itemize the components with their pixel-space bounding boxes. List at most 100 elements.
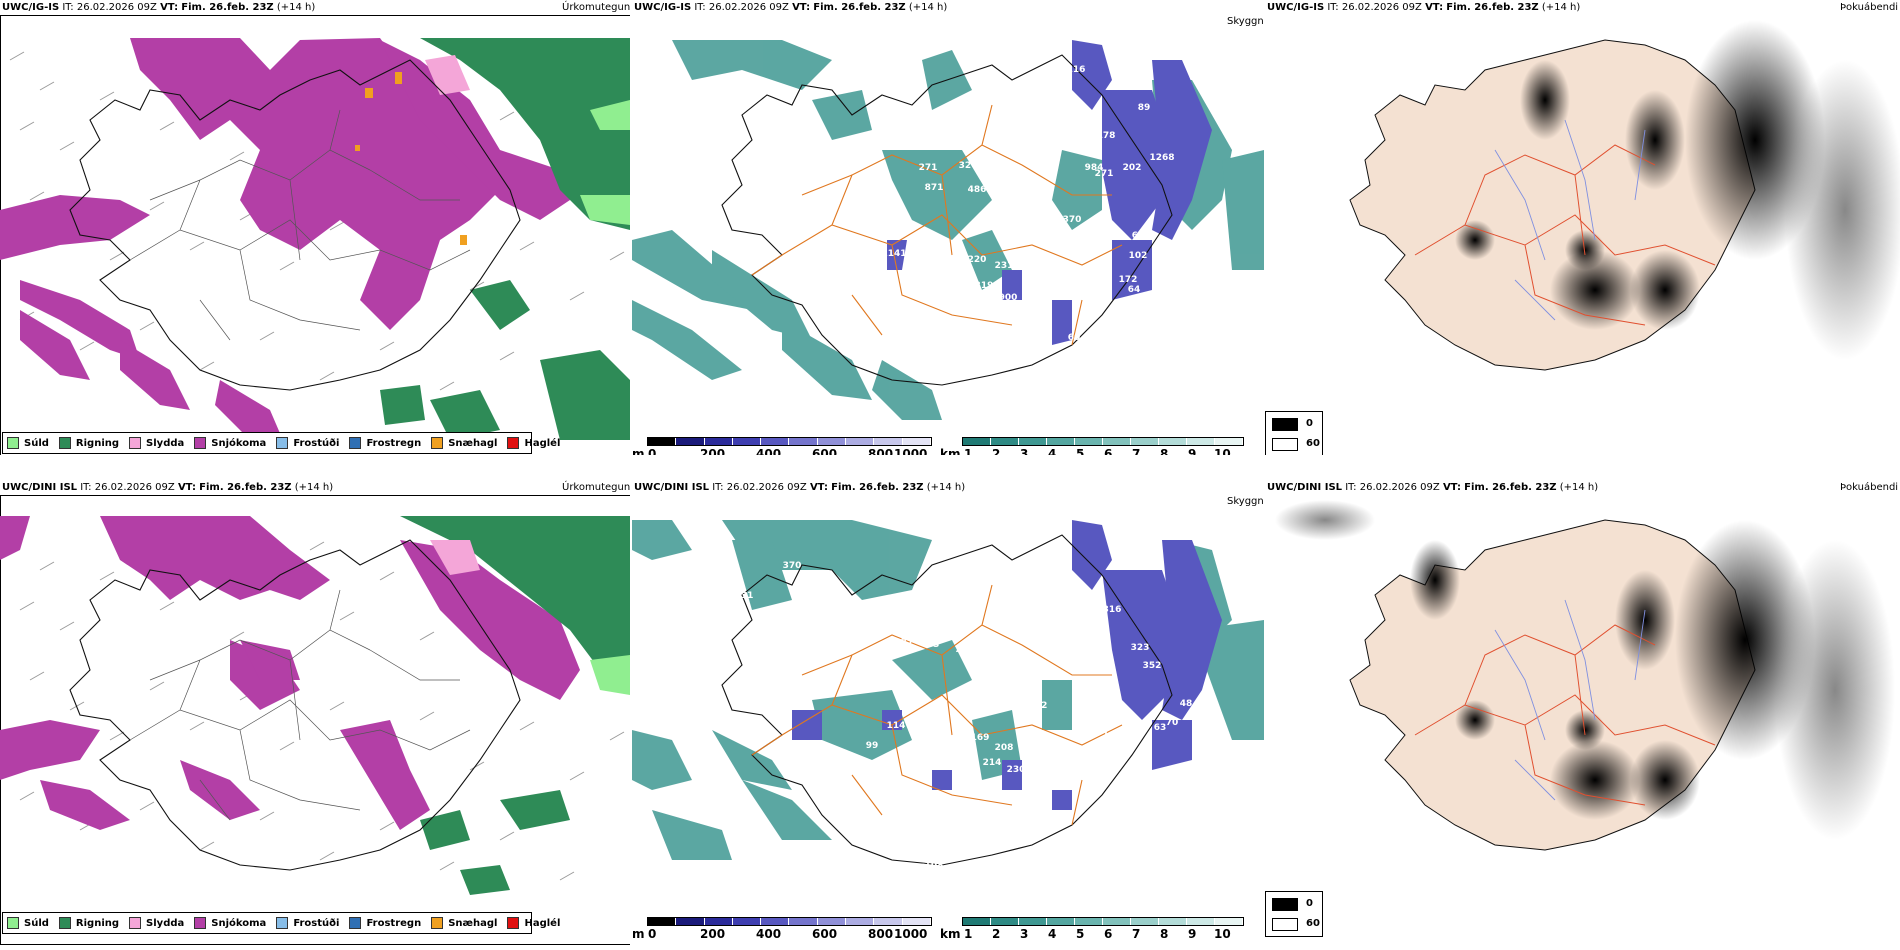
- cbar-step: [817, 918, 847, 925]
- drizzle-areas: [590, 655, 630, 695]
- model-name: UWC/IG-IS: [2, 2, 60, 13]
- visibility-tick: 8: [1160, 927, 1169, 941]
- ceiling-value-label: 352: [1143, 661, 1162, 671]
- legend-label: Snæhagl: [448, 917, 498, 929]
- road-network: [751, 584, 1123, 826]
- ceiling-value-label: 370: [783, 561, 802, 571]
- fog-areas: [1275, 500, 1895, 840]
- legend-label: Frostregn: [366, 437, 422, 449]
- swatch: [129, 437, 142, 449]
- ceiling-value-label: 782: [895, 129, 914, 139]
- cbar-step: [1131, 438, 1159, 445]
- ceiling-value-label: 316: [1103, 605, 1122, 615]
- iceland-coastline: [721, 54, 1173, 386]
- snow-areas: [0, 38, 570, 445]
- sleet-areas: [430, 540, 480, 575]
- cbar-step: [676, 918, 705, 925]
- legend-label: Frostúði: [293, 437, 340, 449]
- precip-type-map-top: [0, 38, 630, 445]
- panel-title: Þokuábendi: [1840, 482, 1899, 493]
- cbar-step: [732, 438, 762, 445]
- ceiling-value-label: 319: [975, 281, 994, 291]
- ceiling-tick: 600: [812, 447, 838, 455]
- vt-value: Fim. 26.feb. 23Z: [831, 482, 924, 493]
- legend-label: Snjókoma: [211, 917, 267, 929]
- visibility-map-top: [632, 40, 1264, 420]
- roads: [1414, 624, 1716, 806]
- ceiling-value-label: 231: [995, 261, 1014, 271]
- cbar-step: [1187, 918, 1215, 925]
- vt-label: VT:: [1425, 2, 1444, 13]
- ceiling-value-label: 360: [925, 113, 944, 123]
- ceiling-value-label: 871: [925, 183, 944, 193]
- ceiling-value-label: 796: [955, 645, 974, 655]
- legend-item-ice-pellets: Snæhagl: [431, 917, 497, 929]
- swatch: [431, 437, 444, 449]
- visibility-tick: 8: [1160, 447, 1169, 455]
- cbar-step: [1019, 438, 1047, 445]
- ceiling-value-label: 208: [995, 743, 1014, 753]
- rain-areas: [400, 516, 630, 895]
- legend-label: Snæhagl: [448, 437, 498, 449]
- iceland-coastline: [721, 534, 1173, 866]
- it-value: 26.02.2026 09Z: [708, 2, 789, 13]
- swatch: [7, 917, 19, 929]
- rivers: [1494, 119, 1646, 321]
- cbar-step: [963, 918, 991, 925]
- cbar-step: [1131, 918, 1159, 925]
- panel-header: UWC/IG-IS IT: 26.02.2026 09Z VT: Fim. 26…: [2, 2, 315, 13]
- ceiling-value-label: 341: [909, 245, 928, 255]
- low-visibility-areas: [632, 40, 1264, 420]
- visibility-tick: 4: [1048, 447, 1057, 455]
- ceiling-value-label: 586: [907, 863, 926, 873]
- road-network: [129, 589, 471, 821]
- ceiling-value-label: 220: [968, 255, 987, 265]
- ceiling-value-label: 486: [968, 185, 987, 195]
- cbar-step: [1103, 438, 1131, 445]
- it-value: 26.02.2026 09Z: [1359, 482, 1440, 493]
- legend-item-sleet: Slydda: [129, 437, 184, 449]
- panel-header: UWC/DINI ISL IT: 26.02.2026 09Z VT: Fim.…: [1267, 482, 1598, 493]
- legend-item-hail: Haglél: [507, 917, 560, 929]
- ceiling-value-label: 227: [1037, 773, 1056, 783]
- ceiling-value-label: 900: [999, 293, 1018, 303]
- precip-type-panel-top: UWC/IG-IS IT: 26.02.2026 09Z VT: Fim. 26…: [0, 0, 630, 455]
- vt-label: VT:: [177, 482, 196, 493]
- ceiling-tick: 0: [648, 927, 657, 941]
- ceiling-value-label: 116: [1067, 65, 1086, 75]
- visibility-colorbar-unit: km: [940, 927, 961, 941]
- visibility-tick: 1: [964, 927, 973, 941]
- legend-item-drizzle: Súld: [7, 437, 49, 449]
- fog-legend-dark: [1272, 418, 1298, 431]
- lead-time: (+14 h): [926, 482, 966, 493]
- cbar-step: [874, 438, 903, 445]
- legend-item-ice-pellets: Snæhagl: [431, 437, 497, 449]
- visibility-tick: 2: [992, 927, 1001, 941]
- model-name: UWC/DINI ISL: [634, 482, 710, 493]
- visibility-map-bottom: [632, 520, 1264, 866]
- ceiling-tick: 800: [868, 927, 894, 941]
- vt-value: Fim. 26.feb. 23Z: [181, 2, 274, 13]
- vt-label: VT:: [809, 482, 828, 493]
- cbar-step: [963, 438, 991, 445]
- cbar-step: [902, 918, 931, 925]
- panel-header: UWC/IG-IS IT: 26.02.2026 09Z VT: Fim. 26…: [634, 2, 947, 13]
- legend-item-snow: Snjókoma: [194, 437, 266, 449]
- ceiling-value-label: 341: [935, 373, 954, 383]
- cbar-step: [874, 918, 903, 925]
- swatch: [276, 917, 289, 929]
- cbar-step: [1103, 918, 1131, 925]
- lead-time: (+14 h): [276, 2, 316, 13]
- cbar-step: [704, 918, 733, 925]
- legend-label: Frostregn: [366, 917, 422, 929]
- visibility-tick: 10: [1214, 927, 1231, 941]
- cbar-step: [676, 438, 705, 445]
- precip-type-panel-bottom: UWC/DINI ISL IT: 26.02.2026 09Z VT: Fim.…: [0, 480, 630, 950]
- ceiling-value-label: 65: [1132, 231, 1145, 241]
- fog-legend-light-label: 60: [1306, 438, 1320, 449]
- visibility-tick: 10: [1214, 447, 1231, 455]
- cbar-step: [991, 438, 1019, 445]
- ceiling-value-label: 271: [1095, 169, 1114, 179]
- legend-label: Slydda: [146, 917, 185, 929]
- swatch: [507, 917, 520, 929]
